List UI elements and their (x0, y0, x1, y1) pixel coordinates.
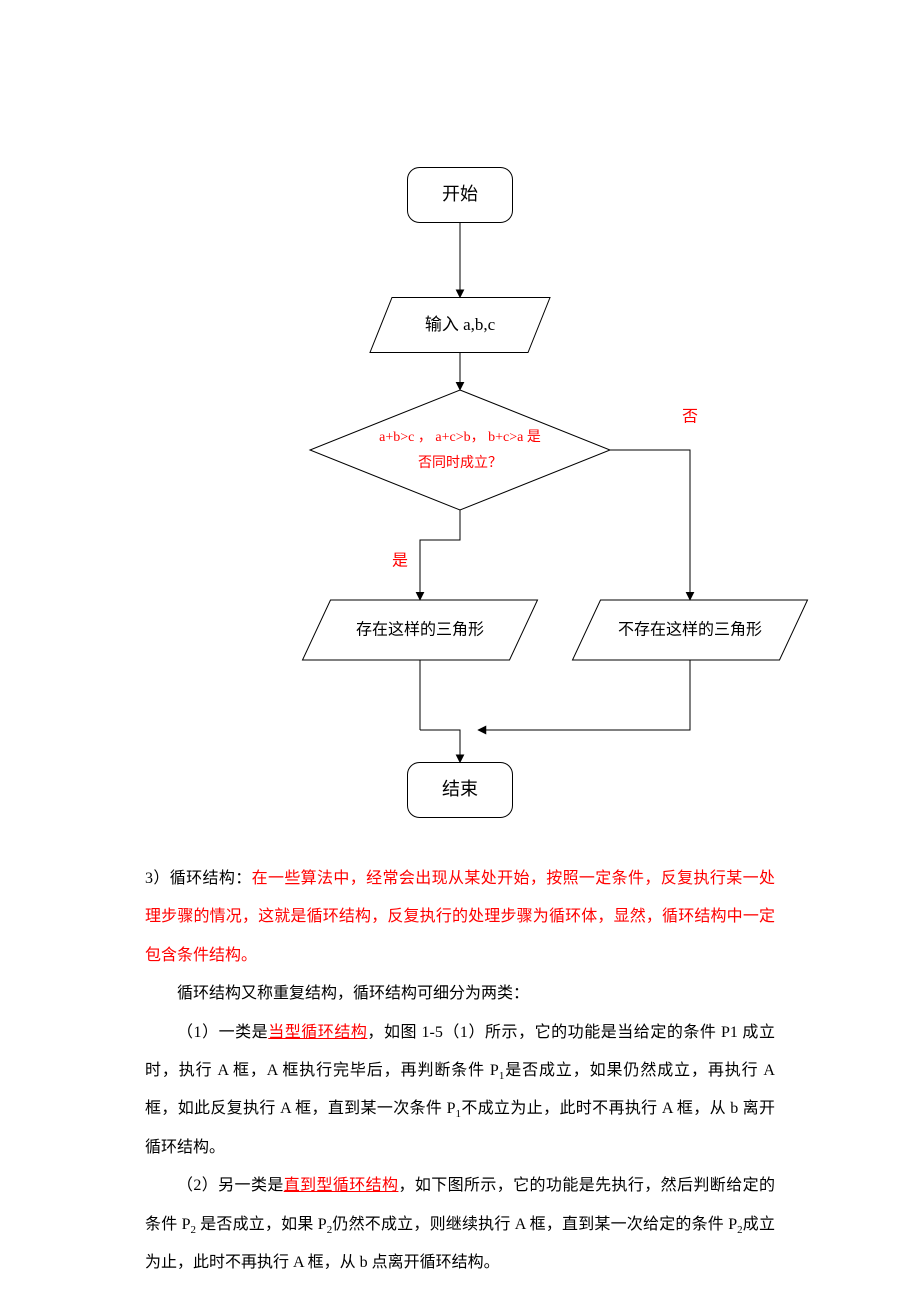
triangle-flowchart: 开始输入 a,b,c a+b>c ， a+c>b， b+c>a 是否同时成立？ 存在… (0, 0, 920, 860)
svg-text:a+b>c ， a+c>b， b+c>a 是: a+b>c ， a+c>b， b+c>a 是 (379, 430, 541, 445)
svg-text:存在这样的三角形: 存在这样的三角形 (356, 621, 484, 639)
p4b: 直到型循环结构 (284, 1177, 399, 1194)
p3b: 当型循环结构 (268, 1024, 367, 1041)
p3: （1）一类是当型循环结构，如图 1-5（1）所示，它的功能是当给定的条件 P1 … (145, 1014, 775, 1168)
p1-lead: 3）循环结构： (145, 870, 252, 887)
svg-text:否同时成立？: 否同时成立？ (418, 455, 502, 471)
svg-text:开始: 开始 (442, 184, 478, 204)
p4e: 仍然不成立，则继续执行 A 框，直到某一次给定的条件 P (332, 1216, 737, 1233)
p4: （2）另一类是直到型循环结构，如下图所示，它的功能是先执行，然后判断给定的条件 … (145, 1167, 775, 1282)
svg-text:输入 a,b,c: 输入 a,b,c (425, 315, 496, 334)
p3a: （1）一类是 (177, 1024, 268, 1041)
svg-text:结束: 结束 (442, 779, 478, 799)
p4d: 是否成立，如果 P (196, 1216, 327, 1233)
svg-text:是: 是 (392, 553, 408, 570)
svg-text:不存在这样的三角形: 不存在这样的三角形 (618, 621, 762, 639)
section-loop-structure: 3）循环结构：在一些算法中，经常会出现从某处开始，按照一定条件，反复执行某一处理… (145, 860, 775, 1282)
svg-text:否: 否 (682, 409, 698, 426)
p4a: （2）另一类是 (177, 1177, 284, 1194)
p2: 循环结构又称重复结构，循环结构可细分为两类： (145, 975, 775, 1013)
